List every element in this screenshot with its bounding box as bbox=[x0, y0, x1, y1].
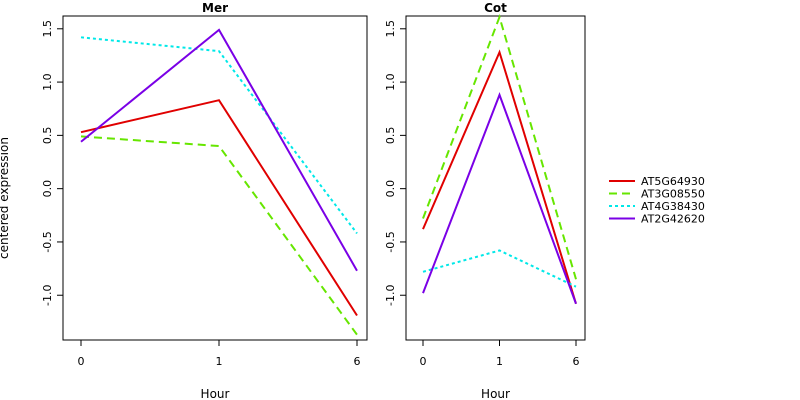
legend-entry: AT5G64930 bbox=[609, 175, 705, 188]
panel-title: Cot bbox=[484, 1, 507, 15]
legend-entry: AT2G42620 bbox=[609, 213, 705, 226]
x-tick-label: 1 bbox=[496, 355, 503, 368]
series-line-at3g08550 bbox=[422, 13, 577, 280]
series-line-at4g38430 bbox=[422, 249, 577, 288]
y-tick-label: 1.0 bbox=[41, 73, 54, 91]
legend-label: AT4G38430 bbox=[641, 200, 705, 213]
legend-entry: AT4G38430 bbox=[609, 200, 705, 213]
series-line-at4g38430 bbox=[80, 36, 358, 235]
panel-mer: Mer -1.0 -0.5 0.0 0.5 1.0 1.5 0 1 6 Hour bbox=[41, 1, 368, 400]
y-tick-label: 0.5 bbox=[384, 127, 397, 145]
x-tick-label: 0 bbox=[78, 355, 85, 368]
x-tick-label: 6 bbox=[573, 355, 580, 368]
y-tick-label: 0.0 bbox=[41, 180, 54, 198]
x-tick-label: 0 bbox=[420, 355, 427, 368]
y-tick-label: 0.5 bbox=[41, 127, 54, 145]
panel-cot: Cot -1.0 -0.5 0.0 0.5 1.0 1.5 0 1 6 Hour bbox=[384, 1, 586, 400]
y-axis-label: centered expression bbox=[0, 137, 11, 259]
plot-frame bbox=[62, 15, 368, 341]
y-tick-label: -0.5 bbox=[384, 231, 397, 252]
plot-frame bbox=[405, 15, 586, 341]
legend-entry: AT3G08550 bbox=[609, 188, 705, 201]
legend-label: AT3G08550 bbox=[641, 188, 705, 201]
x-axis-label: Hour bbox=[201, 387, 230, 400]
series-line-at5g64930 bbox=[422, 49, 577, 305]
series-line-at2g42620 bbox=[80, 28, 358, 272]
panel-title: Mer bbox=[202, 1, 228, 15]
y-tick-label: -1.0 bbox=[384, 285, 397, 306]
legend-label: AT5G64930 bbox=[641, 175, 705, 188]
series-line-at5g64930 bbox=[80, 99, 358, 317]
series-line-at2g42620 bbox=[422, 92, 577, 305]
x-tick-label: 1 bbox=[216, 355, 223, 368]
x-tick-label: 6 bbox=[354, 355, 361, 368]
x-axis-label: Hour bbox=[481, 387, 510, 400]
y-tick-label: 1.5 bbox=[384, 20, 397, 38]
y-tick-label: 1.5 bbox=[41, 20, 54, 38]
y-tick-label: 0.0 bbox=[384, 180, 397, 198]
panels: Mer -1.0 -0.5 0.0 0.5 1.0 1.5 0 1 6 Hour Cot -1.0 -0.… bbox=[41, 1, 586, 400]
y-tick-label: -1.0 bbox=[41, 285, 54, 306]
legend-label: AT2G42620 bbox=[641, 213, 705, 226]
y-tick-label: -0.5 bbox=[41, 231, 54, 252]
series-line-at3g08550 bbox=[80, 135, 358, 336]
y-tick-label: 1.0 bbox=[384, 73, 397, 91]
